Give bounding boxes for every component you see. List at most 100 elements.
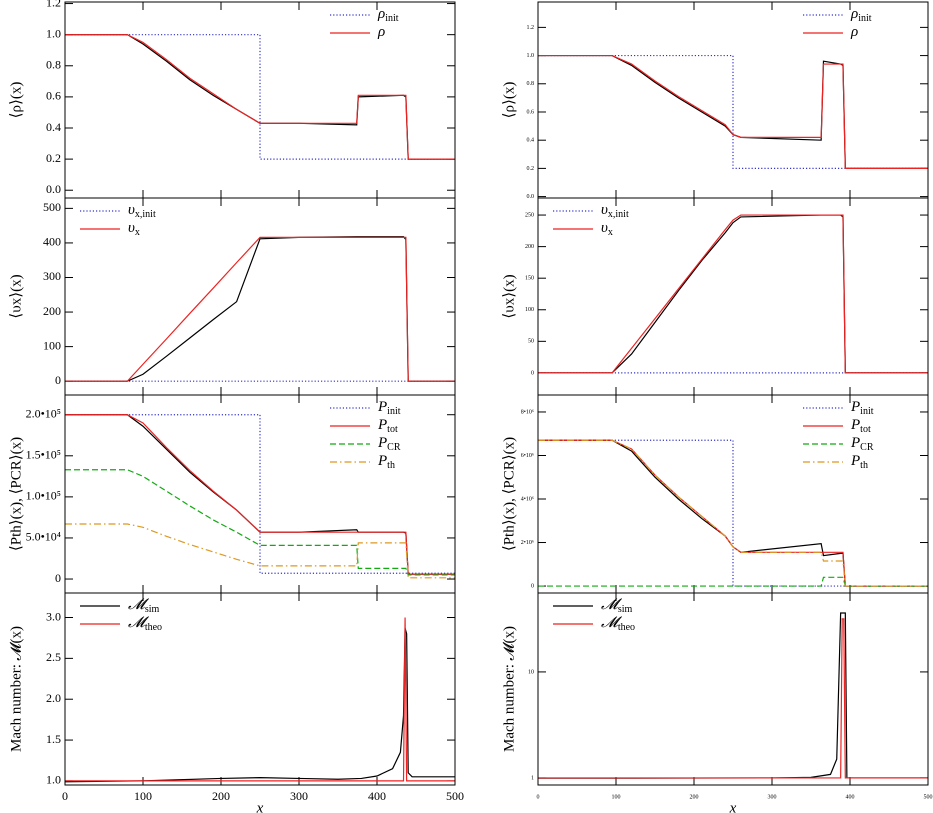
y-tick-label: 200	[43, 304, 61, 318]
legend-subscript: CR	[860, 442, 874, 453]
plot-frame	[64, 197, 456, 396]
legend-label: 𝓜sim	[128, 597, 159, 615]
x-tick-label: 500	[446, 789, 464, 803]
y-tick-label: 0.6	[46, 89, 61, 103]
x-axis-label: x	[729, 800, 737, 813]
legend-label: Pth	[850, 453, 868, 471]
legend-subscript: tot	[387, 424, 398, 435]
data-line	[538, 214, 928, 374]
y-tick-label: 2.0	[46, 691, 61, 705]
legend-name: ρ	[377, 6, 385, 22]
y-tick-label: 500	[43, 200, 61, 214]
legend-name: ρ	[850, 6, 858, 22]
data-line	[65, 617, 455, 782]
y-tick-label: 0.4	[46, 120, 61, 134]
x-tick-label: 500	[924, 794, 933, 800]
data-line	[538, 439, 928, 587]
x-tick-label: 0	[62, 789, 68, 803]
y-tick-label: 0.8	[527, 81, 535, 87]
y-tick-label: 2.0•10⁵	[26, 406, 61, 420]
plot-frame	[537, 197, 929, 396]
legend-label: υx,init	[601, 202, 629, 220]
x-tick-label: 300	[768, 794, 777, 800]
legend-label: ρinit	[377, 6, 399, 24]
data-line	[538, 612, 928, 779]
data-line	[65, 34, 455, 160]
legend-label: υx	[128, 220, 140, 238]
legend-name: 𝓜	[601, 615, 623, 631]
legend-name: P	[377, 399, 387, 415]
legend-name: P	[377, 453, 387, 469]
y-tick-label: 50	[528, 339, 534, 345]
y-axis-label: ⟨Pth⟩(x), ⟨PCR⟩(x)	[501, 437, 517, 551]
y-tick-label: 1.2	[46, 0, 61, 9]
data-line	[538, 618, 928, 779]
y-tick-label: 100	[525, 307, 534, 313]
legend-name: 𝓜	[128, 597, 150, 613]
legend-subscript: th	[860, 460, 868, 471]
legend-label: 𝓜theo	[601, 615, 635, 633]
y-tick-label: 2•10⁶	[521, 540, 534, 546]
legend-name: ρ	[377, 24, 385, 40]
legend-label: Pth	[377, 453, 395, 471]
legend-label: υx	[601, 220, 613, 238]
x-tick-label: 400	[368, 789, 386, 803]
data-line	[538, 439, 928, 587]
legend-subscript: theo	[145, 622, 162, 633]
y-tick-label: 8•10⁶	[521, 409, 534, 415]
y-tick-label: 0	[55, 571, 61, 585]
y-tick-label: 2.5	[46, 650, 61, 664]
y-axis-label: Mach number: 𝓜(x)	[8, 626, 24, 752]
data-line	[538, 54, 928, 169]
y-tick-label: 0.4	[527, 138, 535, 144]
y-tick-label: 1.0	[46, 26, 61, 40]
legend-subscript: init	[860, 406, 874, 417]
legend-name: P	[377, 435, 387, 451]
legend-subscript: init	[387, 406, 401, 417]
y-tick-label: 0.2	[46, 151, 61, 165]
plot-frame	[64, 592, 456, 786]
y-tick-label: 1.5	[46, 732, 61, 746]
data-line	[65, 414, 455, 575]
y-tick-label: 0.2	[527, 166, 535, 172]
legend-subscript: sim	[618, 604, 633, 615]
legend-subscript: init	[858, 13, 872, 24]
legend-label: ρ	[850, 24, 858, 40]
data-line	[65, 34, 455, 160]
data-line	[65, 469, 455, 576]
y-axis-label: ⟨υx⟩(x)	[501, 274, 517, 318]
legend-subscript: CR	[387, 442, 401, 453]
x-tick-label: 200	[212, 789, 230, 803]
legend-subscript: sim	[145, 604, 160, 615]
y-tick-label: 6•10⁶	[521, 453, 534, 459]
legend-subscript: init	[385, 13, 399, 24]
legend-subscript: x	[608, 227, 613, 238]
y-tick-label: 0.0	[46, 182, 61, 196]
legend-label: Pinit	[377, 399, 401, 417]
legend-label: ρinit	[850, 6, 872, 24]
y-tick-label: 400	[43, 235, 61, 249]
y-tick-label: 1.0	[527, 53, 535, 59]
legend-label: Pinit	[850, 399, 874, 417]
y-axis-label: Mach number: 𝓜(x)	[501, 626, 517, 752]
data-line	[538, 214, 928, 374]
legend-name: P	[850, 417, 860, 433]
legend-label: 𝓜theo	[128, 615, 162, 633]
y-tick-label: 0	[531, 583, 534, 589]
x-tick-label: 100	[134, 789, 152, 803]
legend-subscript: x,init	[135, 209, 156, 220]
legend-name: P	[377, 417, 387, 433]
y-tick-label: 10	[528, 669, 534, 675]
y-tick-label: 1.0•10⁵	[26, 489, 61, 503]
legend-label: ρ	[377, 24, 385, 40]
data-line	[65, 523, 455, 579]
legend-name: 𝓜	[128, 615, 150, 631]
legend-label: υx,init	[128, 202, 156, 220]
y-tick-label: 1.5•10⁵	[26, 448, 61, 462]
data-line	[65, 236, 455, 382]
plot-frame	[537, 592, 929, 786]
x-tick-label: 400	[846, 794, 855, 800]
x-tick-label: 0	[537, 794, 540, 800]
x-tick-label: 100	[612, 794, 621, 800]
